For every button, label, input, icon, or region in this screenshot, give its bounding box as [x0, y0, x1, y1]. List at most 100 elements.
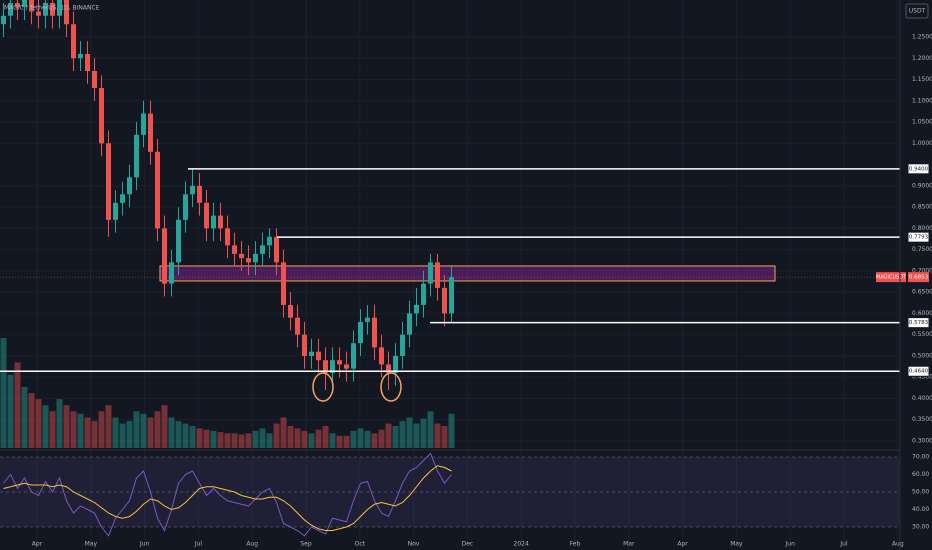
- volume-bar: [448, 413, 455, 448]
- symbol-label: MAGICUSDT: [876, 275, 907, 281]
- candle-body: [106, 143, 111, 220]
- candle-body: [253, 253, 258, 263]
- y-tick-label: 0.7500: [912, 246, 932, 253]
- candle-body: [239, 253, 244, 259]
- x-tick-label: May: [85, 541, 98, 548]
- y-tick-label: 0.3000: [912, 437, 932, 444]
- volume-bar: [0, 338, 7, 448]
- candle-body: [442, 287, 447, 314]
- candle-body: [351, 343, 356, 369]
- volume-bar: [308, 433, 315, 448]
- x-tick-label: Aug: [892, 541, 904, 548]
- volume-bar: [126, 421, 133, 448]
- y-tick-label: 1.0500: [912, 119, 932, 126]
- candle-body: [260, 245, 265, 254]
- candle-body: [379, 347, 384, 365]
- y-tick-label: 1.1500: [912, 76, 932, 83]
- volume-bar: [196, 428, 203, 448]
- candle-body: [183, 194, 188, 220]
- volume-bar: [105, 405, 112, 448]
- volume-bar: [294, 428, 301, 448]
- level-label-box: [907, 231, 930, 243]
- x-tick-label: Jul: [839, 541, 848, 548]
- volume-bar: [259, 428, 266, 448]
- currency: USDT: [909, 8, 926, 15]
- y-tick-label: 0.3500: [912, 416, 932, 423]
- volume-bar: [406, 417, 413, 448]
- level-label-box: [907, 317, 930, 329]
- candle-body: [113, 202, 118, 220]
- volume-bar: [273, 423, 280, 448]
- x-tick-label: Jul: [194, 541, 203, 548]
- last-price-label: 0.6853: [909, 275, 929, 281]
- volume-bar: [399, 421, 406, 448]
- marker-circle: [380, 372, 402, 402]
- volume-bar: [357, 428, 364, 448]
- candle-body: [400, 334, 405, 356]
- rsi-tick-label: 60.00: [912, 471, 929, 478]
- volume-bar: [238, 434, 245, 448]
- volume-bar: [63, 405, 70, 448]
- candle-body: [246, 258, 251, 263]
- candle-body: [99, 88, 104, 144]
- volume-bar: [378, 429, 385, 448]
- candle-body: [288, 304, 293, 318]
- volume-bar: [287, 426, 294, 448]
- candle-body: [358, 321, 363, 344]
- volume-bar: [413, 423, 420, 448]
- rsi-tick-label: 40.00: [912, 506, 929, 513]
- candle-body: [421, 283, 426, 305]
- volume-bar: [217, 432, 224, 448]
- candle-body: [274, 236, 279, 263]
- volume-bar: [343, 435, 350, 448]
- candle-body: [323, 360, 328, 373]
- candle-body: [92, 71, 97, 89]
- volume-bar: [119, 423, 126, 448]
- candle-body: [176, 219, 181, 263]
- candle-body: [1, 15, 6, 25]
- volume-bar: [168, 417, 175, 448]
- y-tick-label: 0.6500: [912, 289, 932, 296]
- y-tick-label: 0.8000: [912, 225, 932, 232]
- symbol-label-box: [876, 272, 906, 283]
- volume-bar: [252, 430, 259, 448]
- candle-body: [57, 0, 62, 16]
- candle-body: [50, 2, 55, 16]
- candle-body: [218, 215, 223, 229]
- candle-body: [232, 245, 237, 254]
- candle-body: [407, 313, 412, 335]
- volume-bar: [441, 426, 448, 448]
- candle-body: [71, 24, 76, 59]
- volume-bar: [98, 411, 105, 448]
- y-tick-label: 0.7000: [912, 267, 932, 274]
- x-tick-label: 2024: [514, 541, 529, 548]
- volume-bar: [427, 411, 434, 448]
- volume-bar: [133, 411, 140, 448]
- candle-body: [309, 351, 314, 356]
- y-tick-label: 0.9000: [912, 182, 932, 189]
- candle-body: [386, 364, 391, 373]
- volume-bar: [385, 423, 392, 448]
- candle-body: [36, 11, 41, 16]
- candle-body: [148, 113, 153, 152]
- candle-body: [43, 2, 48, 16]
- candle-body: [22, 0, 27, 8]
- volume-bar: [434, 423, 441, 448]
- volume-bar: [189, 426, 196, 448]
- candle-body: [141, 113, 146, 135]
- volume-bar: [49, 411, 56, 448]
- level-label: 0.7793: [909, 235, 929, 241]
- x-tick-label: Nov: [408, 541, 420, 548]
- candle-body: [449, 277, 454, 314]
- x-tick-label: Feb: [570, 541, 581, 548]
- y-tick-label: 0.4500: [912, 374, 932, 381]
- level-label: 0.5783: [909, 320, 929, 326]
- volume-bar: [70, 411, 77, 448]
- candle-body: [78, 54, 83, 59]
- x-tick-label: Apr: [32, 541, 43, 548]
- volume-bar: [392, 426, 399, 448]
- level-label-box: [907, 163, 930, 175]
- candle-body: [428, 262, 433, 284]
